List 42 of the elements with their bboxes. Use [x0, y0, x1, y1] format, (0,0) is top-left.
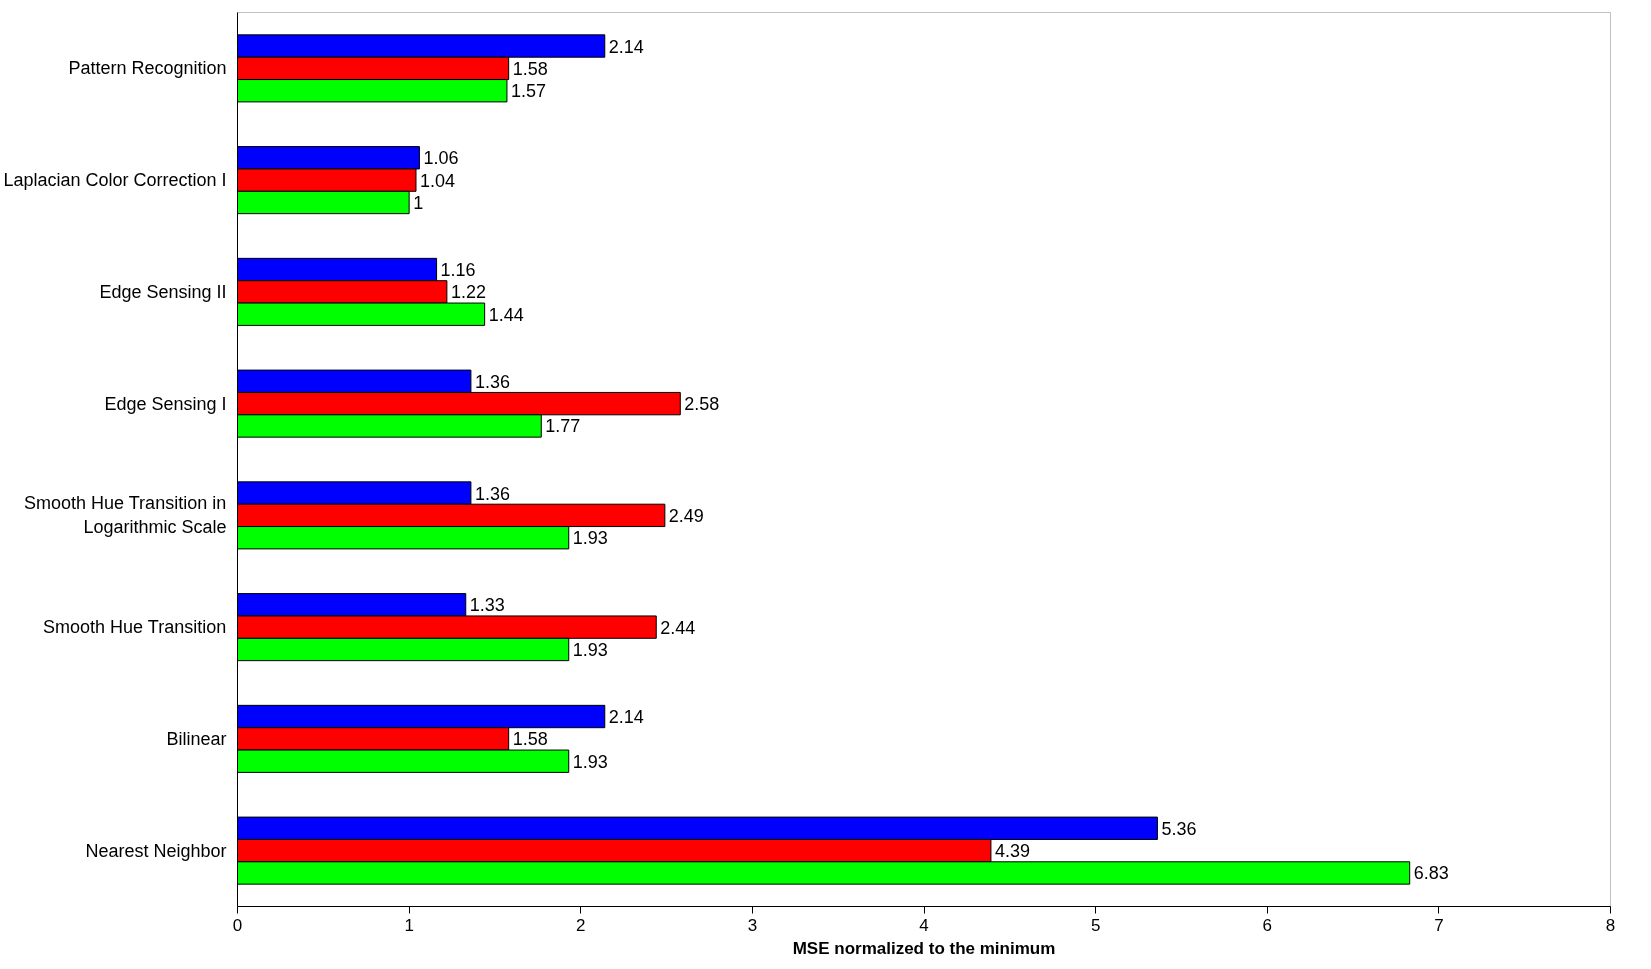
- x-tick-label: 8: [1605, 915, 1616, 935]
- x-tick-label: 7: [1434, 915, 1444, 935]
- data-label: 1.44: [488, 304, 524, 325]
- x-tick-label: 4: [919, 915, 929, 935]
- data-label: 2.49: [668, 505, 704, 526]
- x-tick-label: 6: [1262, 915, 1272, 935]
- data-label: 2.14: [608, 707, 644, 728]
- x-axis-title: MSE normalized to the minimum: [792, 938, 1056, 958]
- y-tick-label: Edge Sensing II: [99, 281, 227, 302]
- data-label: 6.83: [1413, 863, 1449, 884]
- data-label: 1.36: [474, 483, 510, 504]
- y-tick-label: Laplacian Color Correction I: [3, 170, 227, 191]
- data-label: 1: [413, 192, 424, 213]
- data-label: 1.58: [512, 729, 548, 750]
- data-label: 2.14: [608, 36, 644, 57]
- data-label: 1.22: [450, 282, 486, 303]
- y-tick-label: Pattern Recognition: [68, 58, 227, 79]
- data-label: 1.16: [440, 260, 476, 281]
- data-label: 1.58: [512, 58, 548, 79]
- data-label: 1.93: [572, 639, 608, 660]
- x-tick-label: 3: [747, 915, 758, 935]
- x-tick-label: 2: [576, 915, 586, 935]
- x-tick-label: 0: [232, 915, 243, 935]
- data-label: 1.33: [469, 595, 505, 616]
- data-label: 4.39: [994, 841, 1030, 862]
- data-label: 1.04: [419, 170, 456, 191]
- y-tick-label: Smooth Hue Transition in Logarithmic Scale: [24, 493, 227, 538]
- data-label: 1.57: [510, 81, 546, 102]
- y-tick-label: Smooth Hue Transition: [43, 617, 227, 638]
- data-label: 2.58: [684, 394, 720, 415]
- data-label: 1.06: [423, 148, 459, 169]
- data-label: 1.93: [572, 751, 608, 772]
- data-label: 1.93: [572, 528, 608, 549]
- y-tick-label: Nearest Neighbor: [85, 840, 227, 861]
- x-tick-label: 1: [404, 915, 414, 935]
- x-tick-label: 5: [1090, 915, 1101, 935]
- data-label: 1.36: [474, 371, 510, 392]
- data-label: 5.36: [1161, 818, 1197, 839]
- y-tick-label: Bilinear: [166, 728, 227, 749]
- data-label: 1.77: [545, 416, 581, 437]
- data-label: 2.44: [660, 617, 696, 638]
- y-tick-label: Edge Sensing I: [104, 393, 227, 414]
